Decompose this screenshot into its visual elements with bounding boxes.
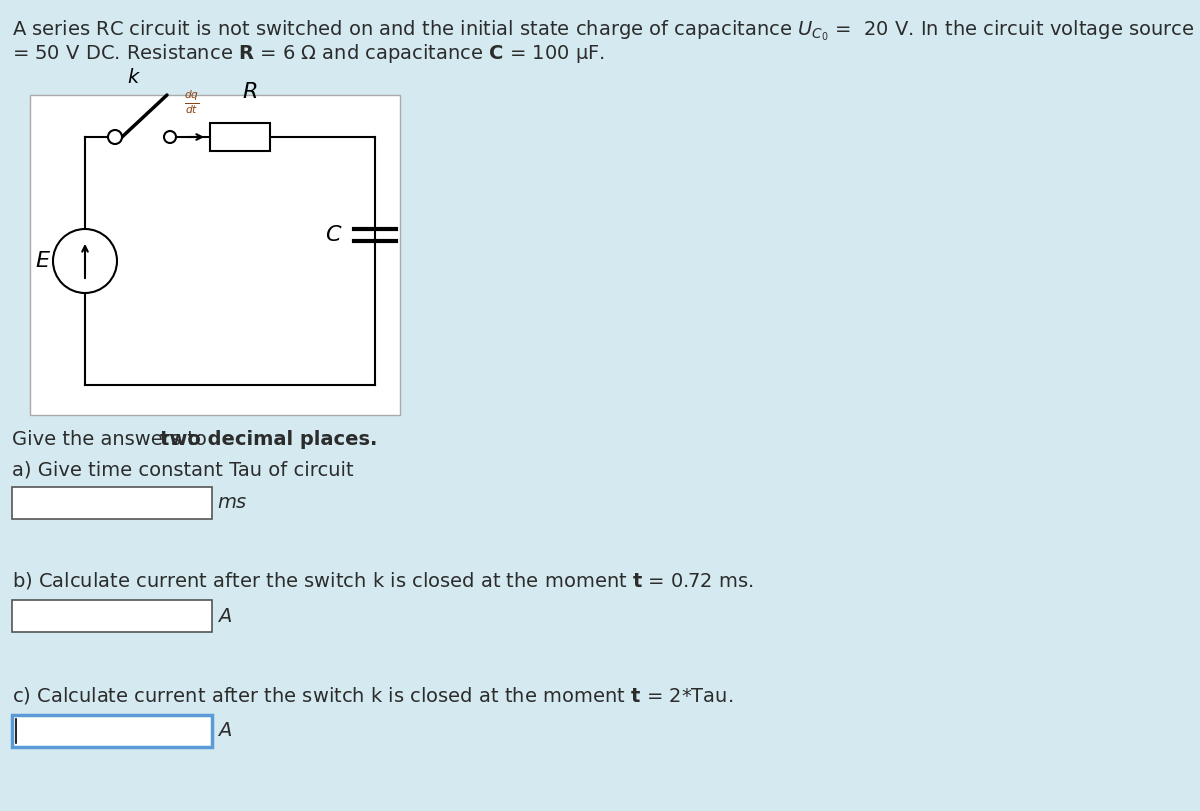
- Text: $A$: $A$: [217, 722, 232, 740]
- Text: $A$: $A$: [217, 607, 232, 625]
- Text: $\frac{dq}{dt}$: $\frac{dq}{dt}$: [185, 88, 199, 116]
- Bar: [210, 123, 270, 151]
- Text: $C$: $C$: [324, 225, 342, 245]
- Text: $E$: $E$: [35, 251, 52, 271]
- Text: a) Give time constant Tau of circuit: a) Give time constant Tau of circuit: [12, 460, 354, 479]
- Text: b) Calculate current after the switch k is closed at the moment $\mathbf{t}$ = 0: b) Calculate current after the switch k …: [12, 570, 754, 591]
- Text: Give the answers to: Give the answers to: [12, 430, 214, 449]
- Circle shape: [108, 130, 122, 144]
- Text: A series RC circuit is not switched on and the initial state charge of capacitan: A series RC circuit is not switched on a…: [12, 18, 1200, 43]
- Text: $ms$: $ms$: [217, 494, 247, 513]
- Text: c) Calculate current after the switch k is closed at the moment $\mathbf{t}$ = 2: c) Calculate current after the switch k …: [12, 685, 733, 706]
- Bar: [12, 715, 212, 747]
- Text: $R$: $R$: [242, 82, 258, 102]
- Text: k: k: [127, 68, 138, 87]
- Bar: [12, 600, 212, 632]
- Bar: [30, 95, 400, 415]
- Circle shape: [53, 229, 118, 293]
- Circle shape: [164, 131, 176, 143]
- Bar: [12, 487, 212, 519]
- Text: two decimal places.: two decimal places.: [160, 430, 377, 449]
- Text: = 50 V DC. Resistance $\mathbf{R}$ = 6 $\Omega$ and capacitance $\mathbf{C}$ = 1: = 50 V DC. Resistance $\mathbf{R}$ = 6 $…: [12, 42, 605, 65]
